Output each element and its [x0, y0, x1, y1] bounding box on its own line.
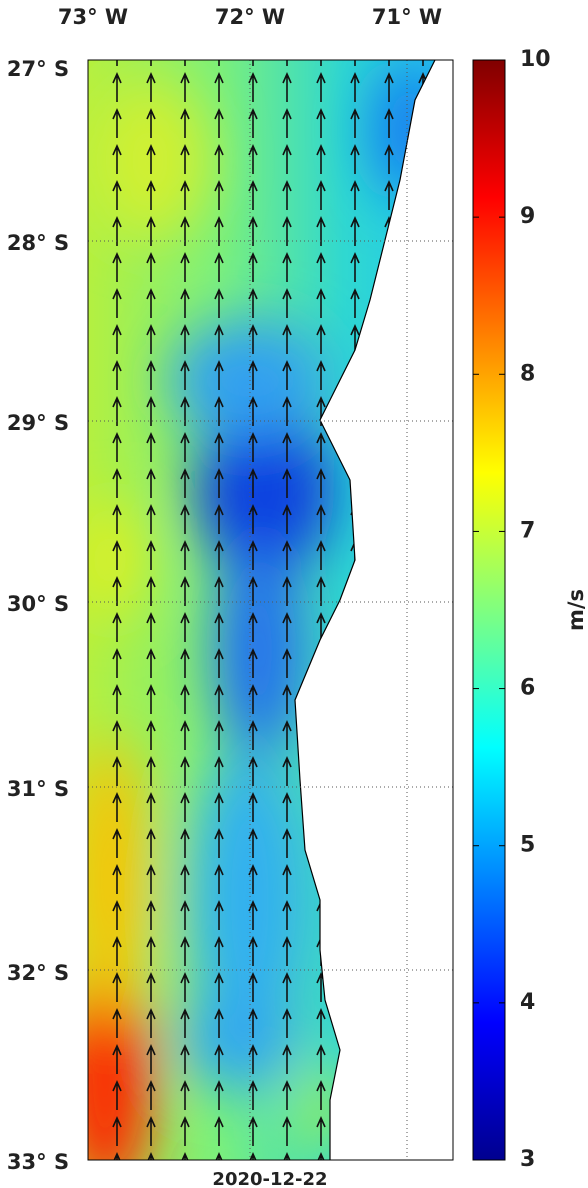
lon-label: 72° W [215, 5, 285, 29]
lon-label: 73° W [58, 5, 128, 29]
colorbar [472, 59, 506, 1161]
colorbar-tick-label: 5 [520, 833, 535, 858]
colorbar-tick-label: 4 [520, 990, 535, 1015]
coastline [294, 59, 436, 1160]
colorbar-tick-label: 8 [520, 361, 535, 386]
colorbar-tick-label: 6 [520, 676, 535, 701]
lat-label: 27° S [7, 57, 69, 81]
graticule [88, 60, 453, 1160]
lat-label: 32° S [7, 961, 69, 985]
wind-field [88, 60, 435, 1160]
colorbar-label: m/s [564, 589, 588, 631]
colorbar-tick-label: 10 [520, 47, 551, 72]
lat-label: 31° S [7, 777, 69, 801]
map-frame [87, 59, 454, 1161]
lat-label: 33° S [7, 1150, 69, 1174]
lat-label: 29° S [7, 411, 69, 435]
colorbar-tick-label: 7 [520, 518, 535, 543]
colorbar-tick-label: 3 [520, 1147, 535, 1172]
lat-label: 30° S [7, 592, 69, 616]
lon-label: 71° W [372, 5, 442, 29]
date-label: 2020-12-22 [212, 1169, 327, 1188]
lat-label: 28° S [7, 231, 69, 255]
colorbar-tick-label: 9 [520, 204, 535, 229]
